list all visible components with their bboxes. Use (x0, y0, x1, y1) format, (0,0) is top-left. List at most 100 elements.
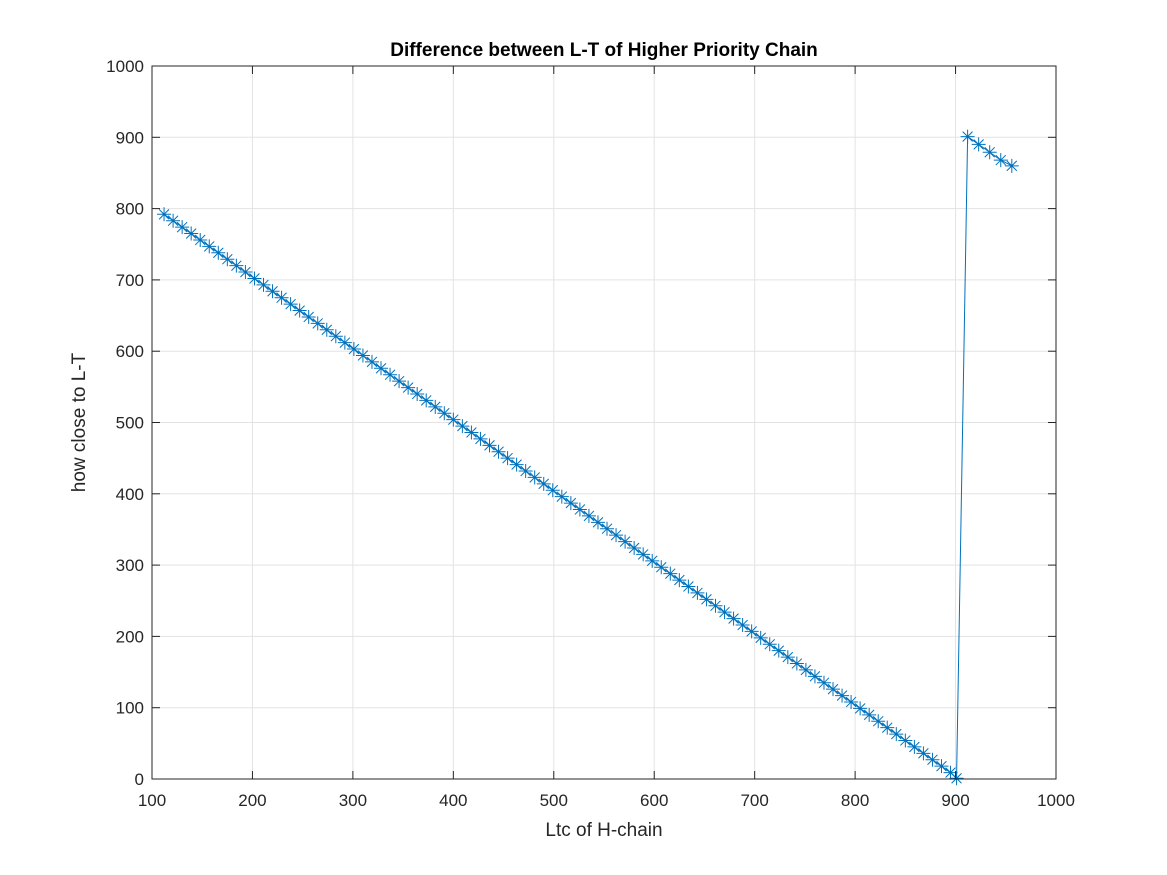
data-point-marker (527, 470, 542, 485)
data-point-marker (428, 399, 443, 414)
data-point-marker (600, 521, 615, 536)
data-point-marker (374, 361, 389, 376)
data-point-marker (364, 354, 379, 369)
data-point-marker (916, 746, 931, 761)
data-point-marker (301, 309, 316, 324)
data-point-marker (971, 137, 986, 152)
data-point-marker (762, 637, 777, 652)
data-point-marker (789, 656, 804, 671)
data-point-marker (717, 605, 732, 620)
data-point-marker (771, 643, 786, 658)
data-point-marker (934, 759, 949, 774)
y-tick-label: 400 (116, 485, 144, 504)
data-point-marker (346, 342, 361, 357)
y-tick-label: 800 (116, 200, 144, 219)
data-point-marker (807, 669, 822, 684)
data-point-marker (581, 508, 596, 523)
data-point-marker (518, 463, 533, 478)
data-point-marker (509, 457, 524, 472)
data-point-marker (319, 322, 334, 337)
data-point-marker (753, 630, 768, 645)
y-axis-label: how close to L-T (69, 352, 90, 492)
series-line (163, 135, 1013, 780)
data-point-marker (943, 765, 958, 780)
data-point-marker (419, 393, 434, 408)
x-tick-label: 400 (439, 791, 467, 810)
x-axis-label: Ltc of H-chain (545, 820, 662, 841)
chart-title: Difference between L-T of Higher Priorit… (390, 40, 818, 61)
data-point-marker (500, 451, 515, 466)
data-point-marker (618, 534, 633, 549)
data-point-marker (681, 579, 696, 594)
data-point-marker (590, 515, 605, 530)
data-point-marker (898, 733, 913, 748)
grid (152, 66, 1056, 779)
data-point-marker (672, 573, 687, 588)
data-point-marker (726, 611, 741, 626)
data-point-marker (907, 739, 922, 754)
data-point-marker (383, 367, 398, 382)
data-point-marker (636, 547, 651, 562)
x-tick-label: 1000 (1037, 791, 1075, 810)
data-point-marker (410, 386, 425, 401)
data-point-marker (157, 207, 172, 222)
data-point-marker (247, 271, 262, 286)
data-point-marker (202, 239, 217, 254)
data-point-marker (563, 496, 578, 511)
data-point-marker (844, 694, 859, 709)
data-point-marker (699, 592, 714, 607)
data-point-marker (960, 129, 975, 144)
data-point-marker (265, 284, 280, 299)
data-point-marker (355, 348, 370, 363)
data-point-marker (473, 431, 488, 446)
y-tick-label: 900 (116, 128, 144, 147)
data-point-marker (491, 444, 506, 459)
data-point-marker (982, 145, 997, 160)
x-tick-label: 300 (339, 791, 367, 810)
data-point-marker (545, 483, 560, 498)
x-tick-label: 500 (540, 791, 568, 810)
y-tick-label: 300 (116, 556, 144, 575)
data-point-marker (292, 303, 307, 318)
data-point-marker (853, 701, 868, 716)
x-tick-label: 100 (138, 791, 166, 810)
y-tick-label: 500 (116, 414, 144, 433)
data-point-marker (229, 258, 244, 273)
data-point-marker (446, 412, 461, 427)
data-point-marker (256, 277, 271, 292)
data-point-marker (708, 598, 723, 613)
data-point-marker (274, 290, 289, 305)
data-point-marker (889, 727, 904, 742)
data-point-marker (310, 316, 325, 331)
y-tick-label: 100 (116, 699, 144, 718)
data-point-marker (166, 213, 181, 228)
data-point-marker (744, 624, 759, 639)
data-point-marker (401, 380, 416, 395)
data-point-marker (283, 297, 298, 312)
data-point-marker (880, 720, 895, 735)
y-tick-label: 700 (116, 271, 144, 290)
x-tick-label: 900 (941, 791, 969, 810)
data-point-marker (645, 553, 660, 568)
data-point-marker (925, 752, 940, 767)
data-point-marker (735, 617, 750, 632)
data-point-marker (654, 560, 669, 575)
data-series (157, 129, 1019, 786)
data-point-marker (663, 566, 678, 581)
data-point-marker (949, 771, 964, 786)
y-tick-label: 0 (135, 770, 144, 789)
data-point-marker (337, 335, 352, 350)
data-point-marker (238, 265, 253, 280)
data-point-marker (627, 540, 642, 555)
data-point-marker (572, 502, 587, 517)
y-tick-label: 600 (116, 342, 144, 361)
data-point-marker (690, 585, 705, 600)
data-point-marker (175, 220, 190, 235)
data-point-marker (184, 226, 199, 241)
data-point-marker (862, 707, 877, 722)
data-point-marker (482, 438, 497, 453)
data-point-marker (993, 153, 1008, 168)
data-point-marker (835, 688, 850, 703)
data-point-marker (328, 329, 343, 344)
data-point-marker (871, 714, 886, 729)
